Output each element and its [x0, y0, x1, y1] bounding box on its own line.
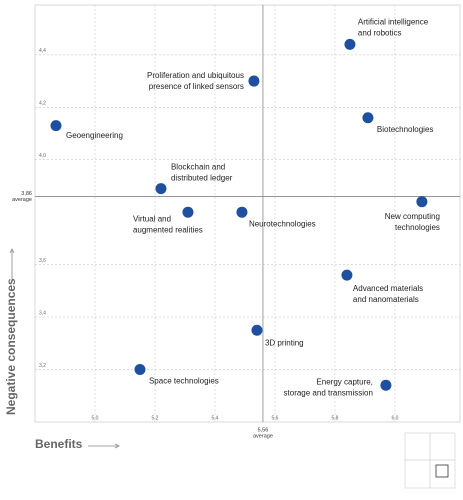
y-axis-title: Negative consequences: [4, 278, 18, 415]
average-label: average: [12, 197, 32, 203]
average-value: 3,86: [21, 191, 32, 197]
x-tick-label: 5,8: [331, 415, 338, 421]
point: [236, 206, 248, 218]
x-tick-label: 5,6: [271, 415, 278, 421]
point-label: Advanced materials: [353, 284, 423, 293]
point: [50, 120, 62, 132]
y-tick-label: 3,4: [39, 310, 46, 316]
x-axis-title: Benefits: [35, 437, 83, 451]
y-tick-label: 4,0: [39, 153, 46, 159]
point-label: Space technologies: [149, 377, 219, 386]
average-value: 5,56: [258, 427, 269, 433]
point: [416, 196, 428, 208]
point: [134, 364, 146, 376]
y-tick-label: 4,4: [39, 48, 46, 54]
point: [380, 379, 392, 391]
point-label: Artificial intelligence: [358, 17, 429, 26]
point-label: Virtual and: [133, 214, 171, 223]
point-label: presence of linked sensors: [149, 82, 244, 91]
point: [182, 206, 194, 218]
point: [341, 269, 353, 281]
point-label: Energy capture,: [316, 377, 372, 386]
point-label: Proliferation and ubiquitous: [147, 71, 244, 80]
point: [344, 38, 356, 50]
point: [155, 183, 167, 195]
point-label: Neurotechnologies: [249, 219, 316, 228]
point-label: distributed ledger: [171, 174, 233, 183]
point-label: Geoengineering: [66, 131, 123, 140]
y-tick-label: 4,2: [39, 101, 46, 107]
point-label: Biotechnologies: [377, 125, 433, 134]
x-tick-label: 5,4: [211, 415, 218, 421]
x-tick-label: 5,0: [92, 415, 99, 421]
point-label: technologies: [395, 223, 440, 232]
point-label: 3D printing: [265, 338, 304, 347]
point-label: and robotics: [358, 28, 402, 37]
y-tick-label: 3,6: [39, 258, 46, 264]
point-label: Blockchain and: [171, 163, 225, 172]
point-label: augmented realities: [133, 225, 203, 234]
x-tick-label: 6,0: [391, 415, 398, 421]
point-label: and nanomaterials: [353, 295, 419, 304]
y-tick-label: 3,2: [39, 363, 46, 369]
x-tick-label: 5,2: [151, 415, 158, 421]
point: [362, 112, 374, 124]
average-label: average: [253, 433, 273, 439]
inset-key: [404, 432, 456, 489]
point: [251, 324, 263, 336]
inset-box: [435, 464, 449, 478]
plot-frame: [34, 4, 461, 423]
point: [248, 75, 260, 87]
point-label: storage and transmission: [284, 388, 373, 397]
x-axis-arrowhead: [114, 443, 120, 449]
point-label: New computing: [385, 212, 440, 221]
y-axis-arrowhead: [9, 248, 15, 254]
